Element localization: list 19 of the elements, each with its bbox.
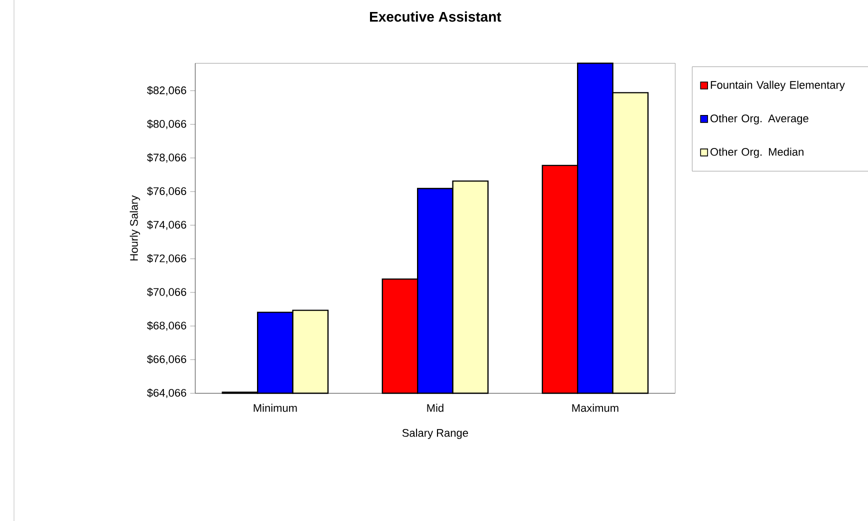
legend-label: Fountain Valley Elementary bbox=[710, 80, 845, 91]
legend-label: Other Org. Median bbox=[710, 148, 804, 158]
chart-title: Executive Assistant bbox=[370, 11, 502, 22]
y-tick-label: $66,066 bbox=[147, 354, 186, 364]
x-tick-label: Mid bbox=[427, 404, 444, 412]
y-tick-label: $76,066 bbox=[147, 186, 186, 196]
x-tick-label: Maximum bbox=[572, 404, 618, 412]
y-tick-label: $74,066 bbox=[147, 220, 186, 230]
y-axis-title: Hourly Salary bbox=[130, 195, 140, 260]
legend-label: Other Org. Average bbox=[710, 114, 808, 124]
x-axis-title: Salary Range bbox=[402, 428, 468, 439]
y-tick-label: $64,066 bbox=[147, 388, 186, 398]
x-tick-label: Minimum bbox=[254, 404, 297, 412]
y-tick-label: $70,066 bbox=[147, 288, 186, 298]
y-tick-label: $82,066 bbox=[147, 86, 186, 96]
y-tick-label: $78,066 bbox=[147, 153, 186, 163]
y-tick-label: $72,066 bbox=[147, 254, 186, 264]
y-tick-label: $80,066 bbox=[147, 120, 186, 130]
y-tick-label: $68,066 bbox=[147, 321, 186, 331]
